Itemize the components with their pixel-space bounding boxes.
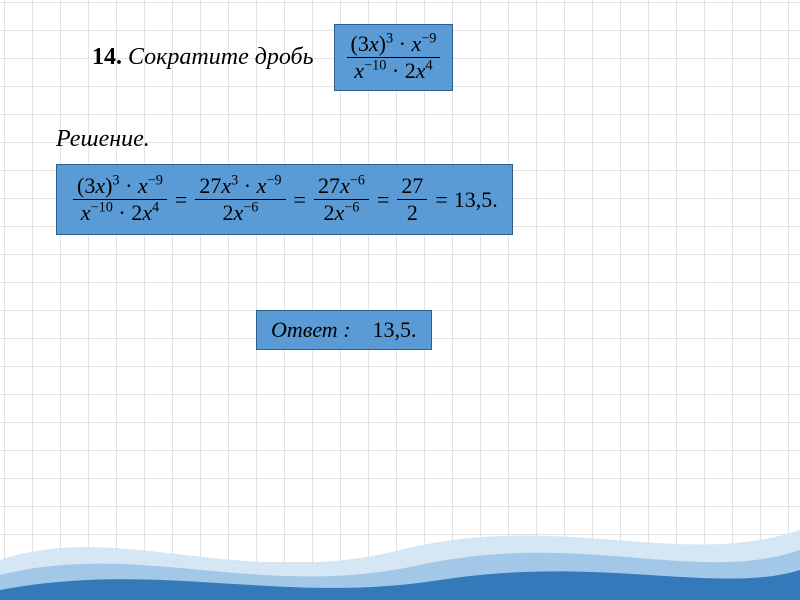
- problem-label: Сократите дробь: [128, 44, 314, 70]
- problem-number: 14.: [92, 44, 122, 70]
- solution-box: (3x)3 · x−9 x−10 · 2x4 = 27x3 · x−9 2x−6…: [56, 164, 513, 235]
- solution-result: 13,5.: [454, 189, 498, 211]
- problem-fraction: (3x)3 · x−9 x−10 · 2x4: [345, 31, 443, 84]
- problem-title: 14. Сократите дробь: [92, 44, 314, 71]
- problem-row: 14. Сократите дробь (3x)3 · x−9 x−10 · 2…: [92, 24, 453, 91]
- answer-label: Ответ :: [271, 317, 351, 342]
- solution-steps: (3x)3 · x−9 x−10 · 2x4 = 27x3 · x−9 2x−6…: [71, 173, 498, 226]
- answer-value: 13,5.: [373, 317, 417, 342]
- problem-fraction-box: (3x)3 · x−9 x−10 · 2x4: [334, 24, 454, 91]
- solution-label: Решение.: [56, 126, 150, 153]
- answer-box: Ответ : 13,5.: [256, 310, 432, 350]
